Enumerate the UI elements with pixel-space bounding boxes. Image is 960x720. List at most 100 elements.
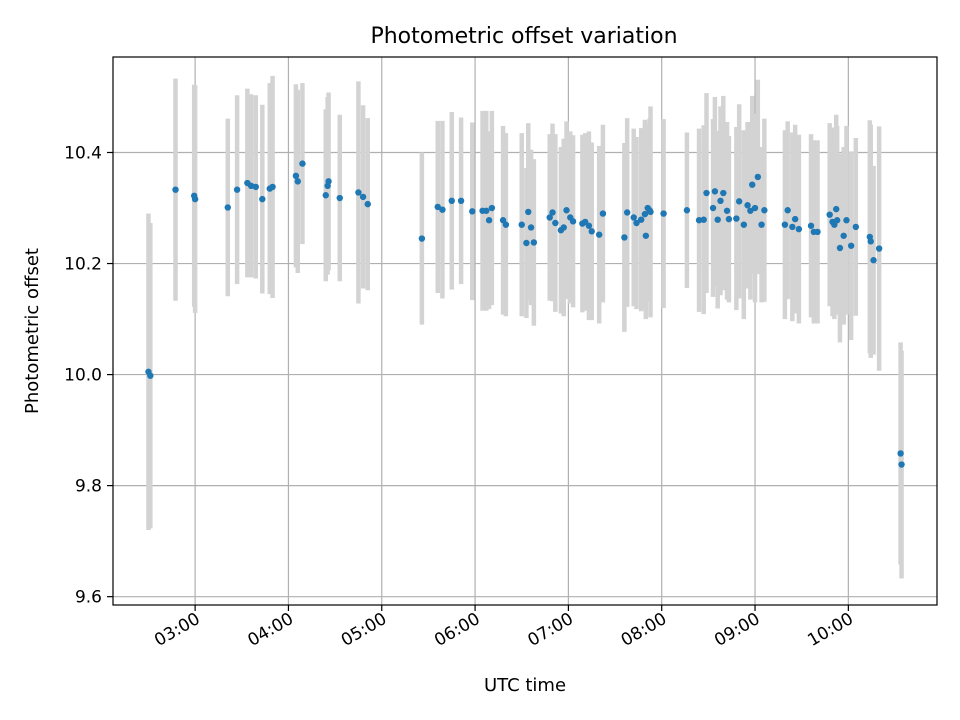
data-point bbox=[843, 217, 850, 224]
data-point bbox=[518, 221, 525, 228]
data-point bbox=[299, 160, 306, 167]
data-point bbox=[585, 222, 593, 229]
data-point bbox=[448, 197, 455, 205]
data-point bbox=[621, 234, 628, 241]
data-point bbox=[749, 181, 756, 188]
data-point bbox=[898, 461, 905, 468]
data-point bbox=[695, 217, 703, 224]
data-point bbox=[725, 215, 733, 223]
data-point bbox=[485, 217, 493, 224]
data-point bbox=[546, 214, 553, 221]
y-tick-label: 10.0 bbox=[64, 366, 102, 386]
data-point bbox=[795, 225, 803, 233]
data-point bbox=[483, 207, 490, 214]
x-axis-label: UTC time bbox=[484, 675, 566, 696]
data-point bbox=[569, 218, 577, 225]
data-point bbox=[292, 172, 300, 180]
plot-frame bbox=[112, 56, 938, 606]
data-point bbox=[563, 207, 570, 214]
y-tick-label: 9.8 bbox=[75, 477, 102, 497]
data-point bbox=[826, 211, 833, 218]
data-point bbox=[852, 223, 860, 231]
data-point bbox=[172, 186, 179, 193]
data-point bbox=[147, 372, 154, 379]
data-point bbox=[875, 245, 883, 252]
data-point bbox=[434, 203, 441, 211]
data-point bbox=[336, 194, 343, 202]
data-point bbox=[560, 224, 567, 231]
data-point bbox=[720, 189, 727, 197]
data-point bbox=[641, 210, 649, 218]
data-point bbox=[502, 221, 510, 228]
data-point bbox=[836, 244, 844, 252]
data-point bbox=[259, 195, 266, 203]
data-point bbox=[224, 204, 231, 211]
data-point bbox=[637, 216, 645, 223]
data-point bbox=[740, 221, 748, 228]
data-point bbox=[527, 224, 535, 231]
data-points bbox=[145, 160, 905, 468]
data-point bbox=[623, 209, 631, 216]
data-point bbox=[897, 450, 904, 457]
data-point bbox=[703, 189, 710, 197]
data-point bbox=[723, 207, 731, 214]
data-point bbox=[717, 197, 724, 205]
data-point bbox=[833, 205, 840, 213]
y-axis-label: Photometric offset bbox=[22, 248, 43, 414]
y-axis-ticks: 9.6 9.8 10.0 10.2 10.4 bbox=[64, 143, 113, 608]
data-point bbox=[588, 228, 595, 235]
data-point bbox=[833, 217, 841, 224]
data-point bbox=[530, 239, 538, 246]
data-point bbox=[870, 257, 877, 264]
data-point bbox=[781, 221, 789, 228]
data-point bbox=[630, 214, 637, 221]
data-point bbox=[252, 183, 259, 191]
data-point bbox=[709, 204, 717, 212]
data-point bbox=[789, 223, 796, 231]
data-point bbox=[758, 221, 765, 228]
data-point bbox=[784, 207, 791, 214]
data-point bbox=[355, 189, 362, 196]
data-point bbox=[439, 206, 446, 213]
data-point bbox=[714, 216, 721, 223]
y-tick-label: 9.6 bbox=[75, 588, 102, 608]
data-point bbox=[867, 238, 874, 245]
data-point bbox=[322, 192, 329, 199]
data-point bbox=[359, 193, 367, 201]
data-point bbox=[525, 208, 532, 216]
data-point bbox=[754, 173, 762, 181]
data-point bbox=[735, 198, 743, 205]
data-point bbox=[700, 216, 707, 223]
data-point bbox=[599, 210, 607, 217]
data-point bbox=[294, 178, 301, 185]
data-point bbox=[814, 228, 821, 236]
data-point bbox=[191, 195, 199, 203]
y-tick-label: 10.2 bbox=[64, 255, 102, 275]
data-point bbox=[840, 232, 847, 239]
data-point bbox=[457, 197, 465, 205]
data-point bbox=[733, 215, 740, 222]
data-point bbox=[647, 208, 654, 216]
y-tick-label: 10.4 bbox=[64, 143, 102, 163]
data-point bbox=[807, 222, 815, 229]
data-point bbox=[488, 204, 496, 212]
data-point bbox=[683, 207, 691, 214]
data-point bbox=[595, 231, 603, 238]
data-point bbox=[269, 183, 276, 191]
data-point bbox=[325, 178, 332, 185]
data-point bbox=[747, 207, 754, 214]
data-point bbox=[233, 186, 241, 193]
data-point bbox=[761, 207, 768, 214]
data-point bbox=[791, 215, 799, 223]
chart-title: Photometric offset variation bbox=[370, 24, 677, 49]
data-point bbox=[751, 204, 759, 212]
data-point bbox=[642, 232, 650, 239]
data-point bbox=[744, 202, 751, 209]
data-point bbox=[847, 242, 855, 249]
data-point bbox=[552, 219, 559, 227]
data-point bbox=[418, 235, 426, 242]
data-point bbox=[660, 210, 667, 217]
data-point bbox=[633, 219, 640, 227]
data-point bbox=[711, 188, 719, 195]
